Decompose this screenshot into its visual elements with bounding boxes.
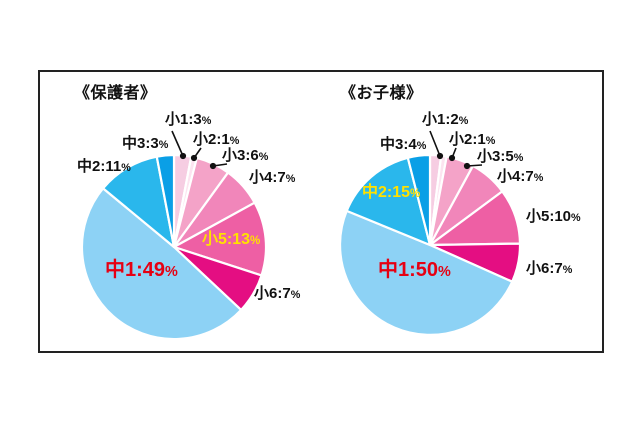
slice-label-text: 小4:7 — [497, 168, 534, 185]
slice-label-percent-sign: % — [533, 172, 544, 184]
slice-label-text: 中3:4 — [380, 136, 417, 153]
slice-label-小5: 小5:10% — [526, 209, 581, 224]
slice-label-text: 小6:7 — [526, 260, 563, 277]
pie-slice-小5 — [172, 201, 268, 277]
pie-children — [339, 153, 522, 336]
slice-label-text: 小2:1 — [193, 131, 230, 148]
slice-label-percent-sign: % — [438, 264, 451, 280]
leader-dot-小1 — [179, 152, 187, 160]
slice-label-percent-sign: % — [571, 212, 581, 224]
slice-label-text: 中2:15 — [362, 184, 411, 201]
slice-label-text: 小1:2 — [422, 111, 459, 128]
slice-label-percent-sign: % — [258, 151, 269, 163]
pie-parents — [80, 153, 268, 341]
slice-label-percent-sign: % — [250, 235, 261, 247]
slice-label-percent-sign: % — [121, 162, 131, 174]
leader-dot-小1 — [436, 152, 444, 160]
slice-label-percent-sign: % — [290, 289, 301, 301]
pie-slice-中1 — [339, 209, 514, 336]
slice-label-percent-sign: % — [562, 264, 573, 276]
slice-label-中1: 中1:50% — [378, 260, 451, 280]
slice-label-text: 小3:5 — [477, 148, 514, 165]
slice-label-text: 中2:11 — [77, 158, 122, 175]
slice-label-text: 小5:13 — [202, 231, 251, 248]
slice-label-中1: 中1:49% — [105, 260, 178, 280]
leader-line-小1 — [429, 130, 441, 157]
slice-label-percent-sign: % — [201, 115, 212, 127]
slice-label-text: 小5:10 — [526, 208, 572, 225]
slice-label-percent-sign: % — [229, 135, 240, 147]
slice-label-text: 小1:3 — [165, 111, 202, 128]
slice-label-小3: 小3:5% — [477, 149, 523, 164]
slice-label-小5: 小5:13% — [202, 232, 260, 248]
slice-label-text: 中1:49 — [105, 259, 166, 281]
slice-label-中2: 中2:15% — [362, 185, 420, 201]
slice-label-percent-sign: % — [485, 135, 496, 147]
slice-label-小6: 小6:7% — [254, 286, 300, 301]
leader-dot-小3 — [209, 162, 217, 170]
slice-label-percent-sign: % — [165, 264, 178, 280]
slice-label-小1: 小1:2% — [422, 112, 468, 127]
slice-label-中3: 中3:3% — [122, 136, 168, 151]
leader-line-小1 — [171, 130, 184, 157]
slice-label-percent-sign: % — [285, 173, 296, 185]
leader-dot-小2 — [448, 154, 456, 162]
slice-label-小6: 小6:7% — [526, 261, 572, 276]
slice-label-中2: 中2:11% — [77, 159, 131, 174]
slice-label-小2: 小2:1% — [449, 132, 495, 147]
slice-label-percent-sign: % — [158, 139, 169, 151]
chart-title-children: 《お子様》 — [340, 85, 423, 102]
slice-label-小1: 小1:3% — [165, 112, 211, 127]
slice-label-text: 小2:1 — [449, 131, 486, 148]
slice-label-text: 小4:7 — [249, 169, 286, 186]
leader-dot-小2 — [190, 154, 198, 162]
slice-label-text: 小6:7 — [254, 285, 291, 302]
slice-label-小4: 小4:7% — [497, 169, 543, 184]
pie-slice-中2 — [345, 156, 432, 247]
slice-label-percent-sign: % — [458, 115, 469, 127]
slice-label-text: 中3:3 — [122, 135, 159, 152]
slice-label-percent-sign: % — [513, 152, 524, 164]
slice-label-小3: 小3:6% — [222, 148, 268, 163]
slice-label-小2: 小2:1% — [193, 132, 239, 147]
slice-label-text: 小3:6 — [222, 147, 259, 164]
slice-label-percent-sign: % — [416, 140, 427, 152]
slice-label-text: 中1:50 — [378, 259, 439, 281]
chart-title-parents: 《保護者》 — [74, 85, 157, 102]
slice-label-小4: 小4:7% — [249, 170, 295, 185]
slice-label-中3: 中3:4% — [380, 137, 426, 152]
leader-dot-小3 — [463, 162, 471, 170]
slice-label-percent-sign: % — [410, 188, 421, 200]
pie-slice-中3 — [406, 153, 432, 247]
pie-slice-中3 — [155, 153, 176, 249]
pie-slice-中1 — [80, 187, 243, 341]
